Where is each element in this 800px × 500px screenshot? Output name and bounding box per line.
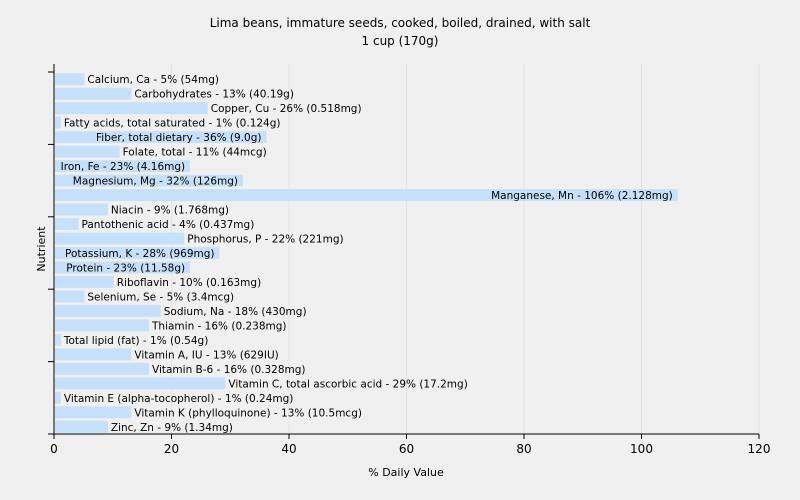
bar — [55, 174, 243, 187]
bar-label: Riboflavin - 10% (0.163mg) — [117, 277, 261, 289]
bar-label: Calcium, Ca - 5% (54mg) — [87, 74, 219, 86]
bar-label: Phosphorus, P - 22% (221mg) — [187, 234, 343, 246]
bar-label: Niacin - 9% (1.768mg) — [111, 205, 229, 217]
bar — [55, 362, 149, 375]
bar-label: Pantothenic acid - 4% (0.437mg) — [82, 219, 255, 231]
bar — [55, 348, 132, 361]
bar — [55, 189, 678, 202]
bar — [55, 116, 61, 129]
bar-label: Vitamin K (phylloquinone) - 13% (10.5mcg… — [134, 407, 362, 419]
bars: Calcium, Ca - 5% (54mg) Carbohydrates - 1… — [55, 73, 678, 434]
bar — [55, 391, 61, 404]
bar-label: Vitamin A, IU - 13% (629IU) — [134, 349, 278, 361]
bar-label: Zinc, Zn - 9% (1.34mg) — [111, 422, 233, 434]
y-axis-ticks — [48, 71, 54, 435]
bar-label: Sodium, Na - 18% (430mg) — [164, 306, 307, 318]
bar-label: Selenium, Se - 5% (3.4mcg) — [87, 291, 234, 303]
x-tick-label: 0 — [50, 442, 58, 456]
x-axis-title: % Daily Value — [368, 466, 444, 479]
bar-label: Carbohydrates - 13% (40.19g) — [134, 89, 294, 101]
bar-label: Thiamin - 16% (0.238mg) — [151, 320, 287, 332]
bar-label: Vitamin E (alpha-tocopherol) - 1% (0.24m… — [64, 393, 294, 405]
x-tick-label: 80 — [516, 442, 531, 456]
bar-label: Protein - 23% (11.58g) — [66, 262, 185, 274]
bar-label: Copper, Cu - 26% (0.518mg) — [211, 103, 362, 115]
chart-subtitle: 1 cup (170g) — [362, 34, 439, 48]
bar — [55, 203, 108, 216]
bar — [55, 73, 85, 86]
gridlines — [171, 64, 760, 434]
bar — [55, 247, 220, 259]
bar-label: Folate, total - 11% (44mcg) — [123, 147, 267, 159]
x-axis-ticks: 0 20 40 60 80 100 120 — [50, 434, 770, 456]
bar — [55, 145, 120, 158]
bar-label: Vitamin C, total ascorbic acid - 29% (17… — [228, 378, 467, 390]
chart-title: Lima beans, immature seeds, cooked, boil… — [210, 16, 591, 30]
bar-label: Vitamin B-6 - 16% (0.328mg) — [152, 364, 306, 376]
x-tick-label: 120 — [748, 442, 771, 456]
bar — [55, 218, 79, 230]
bar-label: Fiber, total dietary - 36% (9.0g) — [96, 132, 261, 144]
bar — [55, 131, 267, 144]
x-tick-label: 40 — [281, 442, 296, 456]
bar — [55, 102, 208, 115]
bar — [55, 276, 114, 288]
bar — [55, 319, 149, 332]
bar — [55, 420, 108, 433]
bar-label: Potassium, K - 28% (969mg) — [65, 248, 215, 260]
bar — [55, 261, 191, 274]
bar-label: Total lipid (fat) - 1% (0.54g) — [63, 335, 208, 347]
bar — [55, 160, 191, 173]
bar-label: Fatty acids, total saturated - 1% (0.124… — [64, 118, 281, 130]
bar — [55, 232, 185, 245]
bar-label: Manganese, Mn - 106% (2.128mg) — [491, 190, 673, 202]
bar-label: Magnesium, Mg - 32% (126mg) — [73, 176, 238, 188]
bar-label: Iron, Fe - 23% (4.16mg) — [61, 161, 185, 173]
bar — [55, 406, 132, 419]
bar — [55, 290, 85, 303]
bar — [55, 333, 61, 346]
y-axis-title: Nutrient — [35, 226, 48, 272]
bar — [55, 304, 161, 317]
x-tick-label: 60 — [399, 442, 414, 456]
x-tick-label: 20 — [164, 442, 179, 456]
x-tick-label: 100 — [630, 442, 653, 456]
bar — [55, 377, 226, 390]
bar — [55, 87, 132, 100]
